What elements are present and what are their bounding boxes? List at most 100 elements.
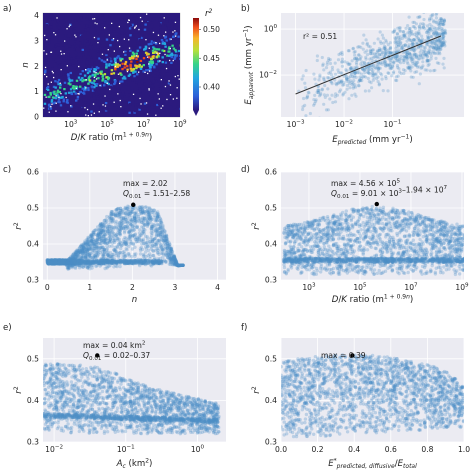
x-tick-label: 3 (173, 283, 178, 292)
data-point (348, 82, 352, 86)
heatmap-cell (94, 68, 98, 71)
heatmap-cell (169, 99, 172, 102)
data-point (106, 255, 111, 260)
data-point (397, 26, 401, 30)
heatmap-cell (72, 66, 75, 69)
data-point (414, 62, 418, 66)
heatmap-gap (44, 73, 46, 76)
heatmap-cell (149, 42, 152, 45)
heatmap-cell (170, 61, 173, 64)
heatmap-cell (130, 86, 133, 90)
heatmap-cell (132, 99, 135, 103)
data-point (423, 54, 427, 58)
data-point (60, 259, 64, 264)
heatmap-cell (51, 65, 54, 68)
heatmap-cell (116, 56, 119, 59)
heatmap-cell (58, 74, 61, 77)
data-point (127, 213, 132, 217)
data-point (155, 223, 159, 227)
data-point (434, 20, 439, 24)
x-tick-label: 10−2 (335, 120, 353, 130)
heatmap-cell (74, 103, 78, 107)
data-point (434, 16, 439, 20)
data-point (442, 42, 446, 47)
data-point (435, 43, 439, 47)
heatmap-gap (99, 84, 101, 87)
data-point (137, 220, 142, 224)
data-point (68, 261, 72, 266)
heatmap-cell (87, 101, 90, 104)
data-point (99, 258, 103, 262)
data-point (86, 266, 90, 270)
data-point (347, 80, 351, 84)
data-point (97, 237, 102, 241)
heatmap-cell (60, 53, 63, 56)
heatmap-cell (173, 57, 176, 60)
heatmap-cell (175, 27, 178, 30)
heatmap-cell (173, 56, 177, 59)
data-point (66, 259, 71, 264)
data-point (360, 60, 364, 64)
heatmap-cell (48, 38, 51, 41)
heatmap-cell (82, 17, 86, 20)
data-point (99, 245, 103, 250)
data-point (144, 255, 148, 259)
heatmap-cell (84, 86, 87, 89)
data-point (94, 238, 98, 242)
heatmap-cell (113, 81, 117, 84)
heatmap-gap (47, 83, 49, 85)
heatmap-gap (128, 19, 130, 21)
data-point (72, 260, 76, 264)
heatmap-cell (124, 48, 127, 51)
x-tick-label: 103 (302, 283, 316, 293)
heatmap-gap (144, 71, 146, 73)
heatmap-cell (158, 110, 161, 113)
data-point (50, 261, 55, 266)
data-point (108, 224, 112, 229)
heatmap-cell (47, 51, 51, 54)
heatmap-cell (74, 92, 77, 95)
data-point (160, 238, 164, 242)
x-tick-label: 1 (87, 283, 92, 292)
heatmap-cell (156, 103, 159, 107)
y-tick-label: 0.4 (265, 240, 277, 249)
data-point (50, 261, 54, 265)
heatmap-cell (174, 18, 177, 21)
data-point (60, 261, 64, 265)
heatmap-cell (134, 103, 137, 106)
data-point (116, 255, 121, 259)
data-point (336, 81, 340, 85)
data-point (110, 210, 115, 214)
data-point (132, 218, 137, 223)
data-point (433, 45, 437, 49)
data-point (64, 262, 69, 266)
data-point (347, 49, 351, 53)
data-point (388, 45, 393, 50)
heatmap-cell (46, 69, 49, 72)
heatmap-cell (166, 93, 169, 96)
data-point (60, 261, 64, 265)
data-point (116, 206, 120, 211)
data-point (57, 262, 61, 266)
heatmap-cell (85, 20, 89, 23)
data-point (70, 264, 74, 268)
data-point (85, 260, 90, 264)
heatmap-cell (136, 103, 139, 106)
data-point (159, 219, 163, 223)
data-point (72, 261, 77, 266)
data-point (86, 248, 91, 252)
heatmap-cell (64, 92, 67, 95)
heatmap-cell (54, 97, 58, 100)
data-point (439, 22, 443, 26)
data-point (83, 242, 88, 246)
data-point (148, 263, 153, 267)
data-point (58, 259, 63, 263)
heatmap-cell (94, 43, 97, 46)
data-point (370, 65, 374, 69)
data-point (71, 260, 75, 265)
heatmap-cell (127, 84, 130, 87)
data-point (58, 258, 62, 263)
data-point (404, 26, 408, 30)
data-point (302, 96, 306, 101)
heatmap-cell (155, 80, 158, 83)
